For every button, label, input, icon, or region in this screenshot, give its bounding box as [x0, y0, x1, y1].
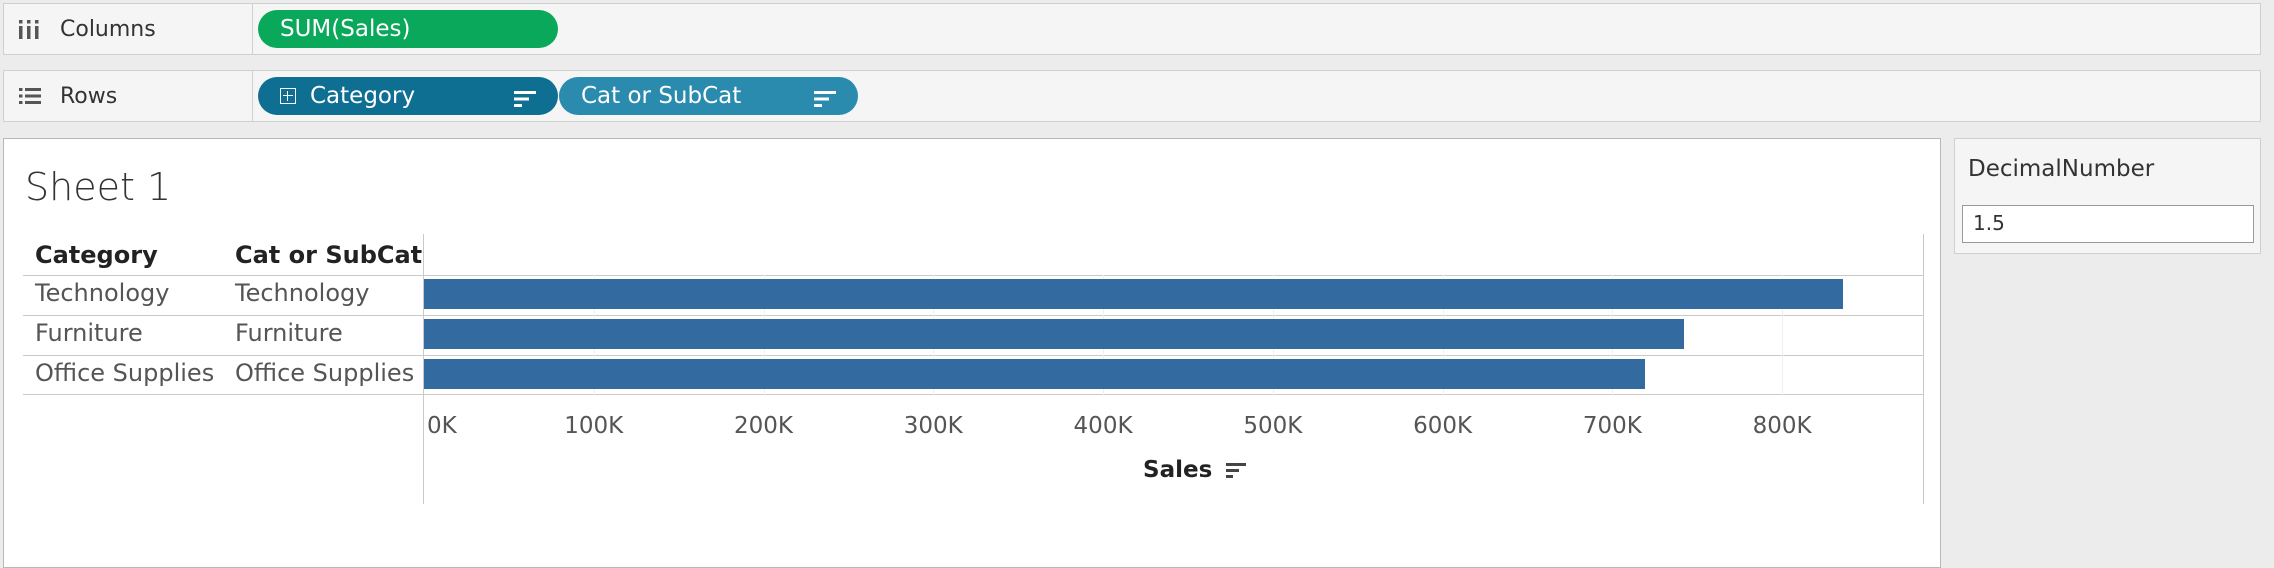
pill-category[interactable]: Category — [258, 77, 558, 115]
parameter-card: DecimalNumber 1.5 — [1954, 138, 2261, 254]
parameter-input[interactable]: 1.5 — [1962, 205, 2254, 243]
columns-shelf: Columns SUM(Sales) — [3, 3, 2261, 55]
worksheet-view: Sheet 1 Category Cat or SubCat Technolog… — [3, 138, 1941, 568]
rows-shelf-label: Rows — [4, 71, 253, 121]
x-tick-label: 800K — [1752, 413, 1812, 439]
pane-divider — [423, 234, 424, 504]
row-label-cat-or-subcat[interactable]: Office Supplies — [235, 359, 415, 387]
gridline — [1782, 275, 1784, 395]
row-divider — [23, 394, 1924, 395]
pane-right-edge — [1923, 234, 1924, 504]
x-axis-title-text: Sales — [1143, 457, 1213, 483]
header-cat-or-subcat[interactable]: Cat or SubCat — [235, 241, 423, 269]
columns-icon — [18, 18, 44, 40]
x-axis-title[interactable]: Sales — [1143, 457, 1247, 483]
row-label-cat-or-subcat[interactable]: Furniture — [235, 319, 343, 347]
pill-cat-or-subcat-label: Cat or SubCat — [581, 83, 742, 109]
sort-descending-icon[interactable] — [514, 88, 536, 114]
parameter-title: DecimalNumber — [1968, 156, 2155, 182]
rows-shelf: Rows Category Cat or SubCat — [3, 70, 2261, 122]
sort-axis-icon[interactable] — [1226, 462, 1247, 478]
row-divider — [23, 315, 1924, 316]
row-label-cat-or-subcat[interactable]: Technology — [235, 279, 370, 307]
rows-label-text: Rows — [60, 83, 118, 109]
row-label-category[interactable]: Office Supplies — [35, 359, 215, 387]
x-tick-label: 400K — [1073, 413, 1133, 439]
sheet-title: Sheet 1 — [25, 165, 172, 209]
header-divider — [23, 275, 1924, 276]
expand-plus-icon[interactable] — [280, 88, 296, 104]
rows-icon — [18, 86, 44, 106]
x-tick-label: 300K — [903, 413, 963, 439]
header-category[interactable]: Category — [35, 241, 158, 269]
pill-sum-sales[interactable]: SUM(Sales) — [258, 10, 558, 48]
x-tick-label: 600K — [1413, 413, 1473, 439]
x-tick-label: 500K — [1243, 413, 1303, 439]
bar-technology[interactable] — [424, 279, 1844, 309]
pill-cat-or-subcat[interactable]: Cat or SubCat — [559, 77, 858, 115]
row-label-category[interactable]: Furniture — [35, 319, 143, 347]
columns-shelf-label: Columns — [4, 4, 253, 54]
sort-descending-icon[interactable] — [814, 88, 836, 114]
pill-category-label: Category — [310, 83, 416, 109]
pill-sum-sales-label: SUM(Sales) — [280, 16, 411, 42]
row-label-category[interactable]: Technology — [35, 279, 170, 307]
row-divider — [23, 355, 1924, 356]
bar-furniture[interactable] — [424, 319, 1684, 349]
x-tick-label: 700K — [1582, 413, 1642, 439]
columns-label-text: Columns — [60, 16, 156, 42]
x-tick-label: 200K — [734, 413, 794, 439]
x-tick-label: 100K — [564, 413, 624, 439]
x-tick-label: 0K — [427, 413, 457, 439]
bar-office-supplies[interactable] — [424, 359, 1645, 389]
